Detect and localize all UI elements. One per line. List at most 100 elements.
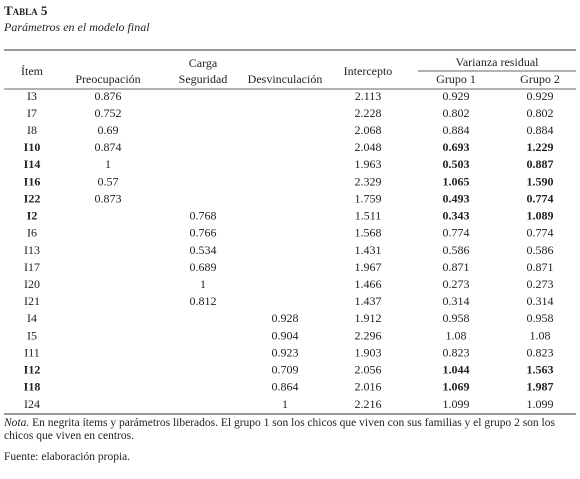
cell: 0.534 xyxy=(190,243,217,257)
cell: 0.823 xyxy=(527,345,554,359)
row-label: I4 xyxy=(27,311,37,325)
row-label: I7 xyxy=(27,106,37,120)
cell: 0.884 xyxy=(443,123,470,137)
cell: 0.314 xyxy=(527,294,554,308)
row-label: I10 xyxy=(24,140,41,154)
cell: 1.912 xyxy=(355,311,382,325)
cell: 0.929 xyxy=(527,89,554,103)
cell: 1.08 xyxy=(446,328,467,342)
cell: 0.928 xyxy=(272,311,299,325)
row-label: I8 xyxy=(27,123,37,137)
row-label: I6 xyxy=(27,226,37,240)
cell: 0.69 xyxy=(98,123,119,137)
row-label: I24 xyxy=(24,397,40,411)
cell: 0.802 xyxy=(527,106,554,120)
column-header: Preocupación xyxy=(75,72,140,86)
cell: 1 xyxy=(200,277,206,291)
cell: 0.766 xyxy=(190,226,217,240)
cell: 1.099 xyxy=(443,397,470,411)
row-label: I14 xyxy=(24,157,41,171)
row-label: I2 xyxy=(27,209,38,223)
cell: 1.099 xyxy=(527,397,554,411)
row-label: I3 xyxy=(27,89,37,103)
cell: 0.812 xyxy=(190,294,217,308)
cell: 1.590 xyxy=(527,174,554,188)
cell: 0.873 xyxy=(95,191,122,205)
row-label: I13 xyxy=(24,243,40,257)
cell: 0.876 xyxy=(95,89,122,103)
column-header: Grupo 2 xyxy=(520,72,560,86)
cell: 2.329 xyxy=(355,174,382,188)
cell: 0.958 xyxy=(443,311,470,325)
cell: 0.929 xyxy=(443,89,470,103)
cell: 0.864 xyxy=(272,380,299,394)
note-text: En negrita ítems y parámetros liberados.… xyxy=(4,417,555,442)
table-source: Fuente: elaboración propia. xyxy=(4,451,131,463)
cell: 0.343 xyxy=(443,209,470,223)
cell: 2.068 xyxy=(355,123,382,137)
cell: 1.044 xyxy=(443,363,470,377)
cell: 1.511 xyxy=(355,209,382,223)
cell: 1.089 xyxy=(527,209,554,223)
cell: 2.296 xyxy=(355,328,382,342)
row-label: I20 xyxy=(24,277,40,291)
cell: 0.586 xyxy=(527,243,554,257)
cell: 0.709 xyxy=(272,363,299,377)
cell: 0.774 xyxy=(527,191,554,205)
cell: 0.57 xyxy=(98,174,119,188)
cell: 1 xyxy=(282,397,288,411)
cell: 0.273 xyxy=(527,277,554,291)
cell: 0.884 xyxy=(527,123,554,137)
cell: 0.874 xyxy=(95,140,122,154)
cell: 1.963 xyxy=(355,157,382,171)
cell: 1.903 xyxy=(355,345,382,359)
cell: 0.958 xyxy=(527,311,554,325)
cell: 1.069 xyxy=(443,380,470,394)
note-label: Nota. xyxy=(4,417,30,429)
table: Ítem Preocupación Carga Seguridad Desvin… xyxy=(4,49,576,415)
cell: 2.056 xyxy=(355,363,382,377)
cell: 1 xyxy=(105,157,111,171)
column-header: Carga xyxy=(189,56,218,70)
cell: 2.228 xyxy=(355,106,382,120)
table-title: Tabla 5 xyxy=(4,3,48,18)
cell: 0.802 xyxy=(443,106,470,120)
cell: 1.987 xyxy=(527,380,554,394)
cell: 2.216 xyxy=(355,397,382,411)
cell: 1.563 xyxy=(527,363,554,377)
row-label: I16 xyxy=(24,174,41,188)
cell: 1.568 xyxy=(355,226,382,240)
cell: 1.229 xyxy=(527,140,554,154)
table-note: Nota. En negrita ítems y parámetros libe… xyxy=(4,417,574,443)
cell: 0.923 xyxy=(272,345,299,359)
cell: 2.048 xyxy=(355,140,382,154)
row-label: I22 xyxy=(24,191,41,205)
column-header: Grupo 1 xyxy=(436,72,476,86)
cell: 0.273 xyxy=(443,277,470,291)
cell: 0.689 xyxy=(190,260,217,274)
cell: 0.887 xyxy=(527,157,554,171)
row-label: I17 xyxy=(24,260,40,274)
row-label: I18 xyxy=(24,380,41,394)
cell: 1.759 xyxy=(355,191,382,205)
cell: 0.314 xyxy=(443,294,470,308)
cell: 1.431 xyxy=(355,243,382,257)
cell: 0.871 xyxy=(443,260,470,274)
cell: 0.693 xyxy=(443,140,470,154)
cell: 0.752 xyxy=(95,106,122,120)
cell: 0.774 xyxy=(443,226,470,240)
cell: 1.466 xyxy=(355,277,382,291)
table-subtitle: Parámetros en el modelo final xyxy=(4,20,150,34)
cell: 0.503 xyxy=(443,157,470,171)
column-group-header: Varianza residual xyxy=(456,55,540,69)
cell: 0.823 xyxy=(443,345,470,359)
row-label: I5 xyxy=(27,328,37,342)
cell: 1.08 xyxy=(530,328,551,342)
cell: 1.967 xyxy=(355,260,382,274)
row-label: I12 xyxy=(24,363,41,377)
column-header: Intercepto xyxy=(344,64,393,78)
cell: 0.774 xyxy=(527,226,554,240)
column-header: Desvinculación xyxy=(248,72,323,86)
cell: 1.065 xyxy=(443,174,470,188)
